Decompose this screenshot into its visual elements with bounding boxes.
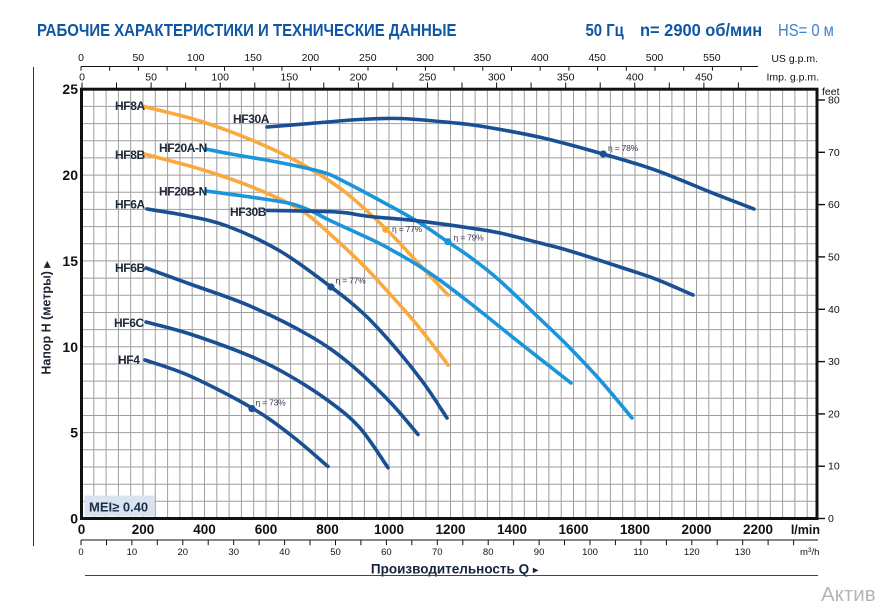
svg-text:10: 10 bbox=[828, 461, 840, 473]
svg-text:40: 40 bbox=[279, 547, 290, 558]
svg-text:HF8B: HF8B bbox=[115, 148, 145, 162]
svg-text:110: 110 bbox=[633, 547, 648, 558]
svg-text:5: 5 bbox=[70, 425, 78, 441]
svg-text:РАБОЧИЕ ХАРАКТЕРИСТИКИ И ТЕХНИ: РАБОЧИЕ ХАРАКТЕРИСТИКИ И ТЕХНИЧЕСКИЕ ДАН… bbox=[37, 21, 457, 40]
svg-text:200: 200 bbox=[302, 52, 320, 64]
svg-text:400: 400 bbox=[626, 72, 644, 84]
svg-text:m3/h: m3/h bbox=[800, 547, 819, 558]
svg-text:0: 0 bbox=[78, 52, 84, 64]
svg-text:HF8A: HF8A bbox=[115, 99, 145, 113]
svg-text:feet: feet bbox=[822, 86, 840, 98]
svg-text:0: 0 bbox=[828, 513, 834, 525]
svg-text:1200: 1200 bbox=[435, 522, 465, 537]
svg-text:300: 300 bbox=[488, 72, 506, 84]
svg-text:50: 50 bbox=[330, 547, 341, 558]
svg-text:MEI≥ 0.40: MEI≥ 0.40 bbox=[89, 500, 148, 515]
svg-text:300: 300 bbox=[416, 52, 434, 64]
svg-text:0: 0 bbox=[78, 522, 86, 537]
svg-text:η = 77%: η = 77% bbox=[392, 224, 423, 234]
svg-text:▸: ▸ bbox=[532, 565, 539, 576]
svg-text:HF6B: HF6B bbox=[115, 261, 145, 275]
svg-text:20: 20 bbox=[828, 408, 840, 420]
svg-text:10: 10 bbox=[127, 547, 138, 558]
svg-text:400: 400 bbox=[193, 522, 216, 537]
svg-text:η = 78%: η = 78% bbox=[608, 143, 639, 153]
svg-text:90: 90 bbox=[534, 547, 545, 558]
svg-text:30: 30 bbox=[828, 356, 840, 368]
svg-text:80: 80 bbox=[828, 95, 840, 107]
svg-text:2200: 2200 bbox=[743, 522, 773, 537]
svg-text:1000: 1000 bbox=[374, 522, 404, 537]
svg-text:600: 600 bbox=[255, 522, 278, 537]
svg-text:200: 200 bbox=[132, 522, 155, 537]
svg-text:70: 70 bbox=[432, 547, 443, 558]
svg-text:HF6C: HF6C bbox=[114, 316, 144, 330]
svg-text:HF30B: HF30B bbox=[230, 205, 267, 219]
svg-text:800: 800 bbox=[316, 522, 339, 537]
svg-text:250: 250 bbox=[419, 72, 437, 84]
svg-text:HF4: HF4 bbox=[118, 353, 140, 367]
svg-text:450: 450 bbox=[588, 52, 606, 64]
svg-text:550: 550 bbox=[703, 52, 721, 64]
svg-text:50 Гц: 50 Гц bbox=[585, 21, 623, 40]
svg-text:25: 25 bbox=[62, 81, 78, 97]
svg-text:70: 70 bbox=[828, 147, 840, 159]
svg-text:0: 0 bbox=[70, 511, 78, 527]
svg-text:50: 50 bbox=[828, 251, 840, 263]
svg-text:30: 30 bbox=[228, 547, 239, 558]
svg-text:Imp. g.p.m.: Imp. g.p.m. bbox=[766, 72, 819, 84]
svg-text:50: 50 bbox=[132, 52, 144, 64]
svg-text:1600: 1600 bbox=[558, 522, 588, 537]
svg-text:η = 77%: η = 77% bbox=[336, 276, 367, 286]
svg-text:350: 350 bbox=[557, 72, 575, 84]
svg-text:Напор H (метры) ▸: Напор H (метры) ▸ bbox=[40, 260, 54, 375]
svg-text:0: 0 bbox=[79, 72, 85, 84]
svg-text:60: 60 bbox=[828, 199, 840, 211]
svg-text:HS= 0 м: HS= 0 м bbox=[778, 21, 834, 40]
svg-text:150: 150 bbox=[281, 72, 299, 84]
svg-text:HF6A: HF6A bbox=[115, 198, 145, 212]
svg-text:100: 100 bbox=[582, 547, 598, 558]
svg-text:250: 250 bbox=[359, 52, 377, 64]
svg-text:Производительность Q: Производительность Q bbox=[371, 562, 529, 577]
svg-text:50: 50 bbox=[145, 72, 157, 84]
svg-text:10: 10 bbox=[62, 339, 78, 355]
svg-text:60: 60 bbox=[381, 547, 392, 558]
svg-text:200: 200 bbox=[350, 72, 368, 84]
svg-text:1800: 1800 bbox=[620, 522, 650, 537]
svg-text:HF30A: HF30A bbox=[233, 112, 270, 126]
svg-text:150: 150 bbox=[244, 52, 262, 64]
svg-text:US g.p.m.: US g.p.m. bbox=[771, 53, 818, 65]
svg-text:1400: 1400 bbox=[497, 522, 527, 537]
svg-text:η = 73%: η = 73% bbox=[256, 398, 287, 408]
svg-text:120: 120 bbox=[684, 547, 700, 558]
svg-text:2000: 2000 bbox=[681, 522, 711, 537]
svg-text:100: 100 bbox=[211, 72, 229, 84]
svg-text:n= 2900 об/мин: n= 2900 об/мин bbox=[640, 21, 762, 41]
svg-text:HF20A-N: HF20A-N bbox=[159, 141, 207, 155]
svg-text:40: 40 bbox=[828, 304, 840, 316]
svg-text:η = 79%: η = 79% bbox=[454, 233, 485, 243]
svg-text:HF20B-N: HF20B-N bbox=[159, 185, 207, 199]
svg-text:Актива: Актива bbox=[821, 583, 876, 606]
svg-text:400: 400 bbox=[531, 52, 549, 64]
svg-text:80: 80 bbox=[483, 547, 494, 558]
svg-text:0: 0 bbox=[78, 547, 83, 558]
svg-text:l/min: l/min bbox=[791, 523, 820, 537]
svg-text:350: 350 bbox=[474, 52, 492, 64]
svg-text:20: 20 bbox=[178, 547, 189, 558]
svg-text:500: 500 bbox=[646, 52, 664, 64]
svg-text:100: 100 bbox=[187, 52, 205, 64]
svg-text:450: 450 bbox=[695, 72, 713, 84]
svg-text:15: 15 bbox=[62, 253, 78, 269]
svg-text:20: 20 bbox=[62, 167, 78, 183]
svg-text:130: 130 bbox=[735, 547, 751, 558]
